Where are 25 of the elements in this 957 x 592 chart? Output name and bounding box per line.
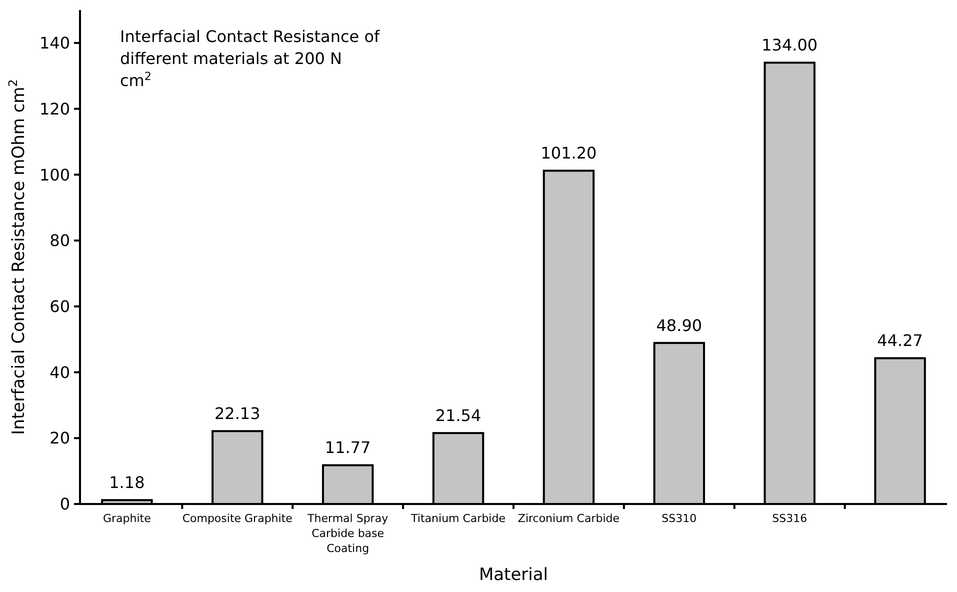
y-tick-label: 60 (50, 297, 70, 316)
data-label: 21.54 (435, 406, 482, 426)
data-label: 101.20 (540, 144, 597, 163)
x-tick-label: Composite Graphite (182, 512, 293, 525)
data-label: 134.00 (762, 36, 818, 55)
data-label: 48.90 (656, 316, 702, 335)
x-tick-label: Graphite (102, 512, 152, 525)
x-tick-label: Thermal Spray Carbide base Coating (306, 512, 389, 555)
data-label: 11.77 (324, 438, 371, 458)
x-tick-label: SS316 (772, 512, 808, 525)
y-tick-label: 100 (39, 165, 70, 184)
y-tick-label: 40 (50, 362, 70, 382)
x-tick-label: Zirconium Carbide (518, 512, 620, 525)
data-label: 1.18 (109, 473, 145, 492)
y-tick-label: 0 (60, 494, 70, 514)
x-axis-title: Material (478, 565, 548, 585)
text: Interfacial Contact Resistance of different materials at 200 N cm$^{2}$ (120, 27, 380, 90)
y-tick-label: 80 (50, 231, 70, 250)
y-tick-label: 120 (39, 99, 70, 118)
y-tick-label: 140 (39, 34, 70, 53)
x-tick-label: Titanium Carbide (410, 512, 506, 525)
data-label: 22.13 (214, 404, 260, 424)
y-tick-label: 20 (50, 428, 70, 448)
x-tick-label: SS310 (662, 512, 697, 525)
data-label: 44.27 (877, 331, 923, 350)
